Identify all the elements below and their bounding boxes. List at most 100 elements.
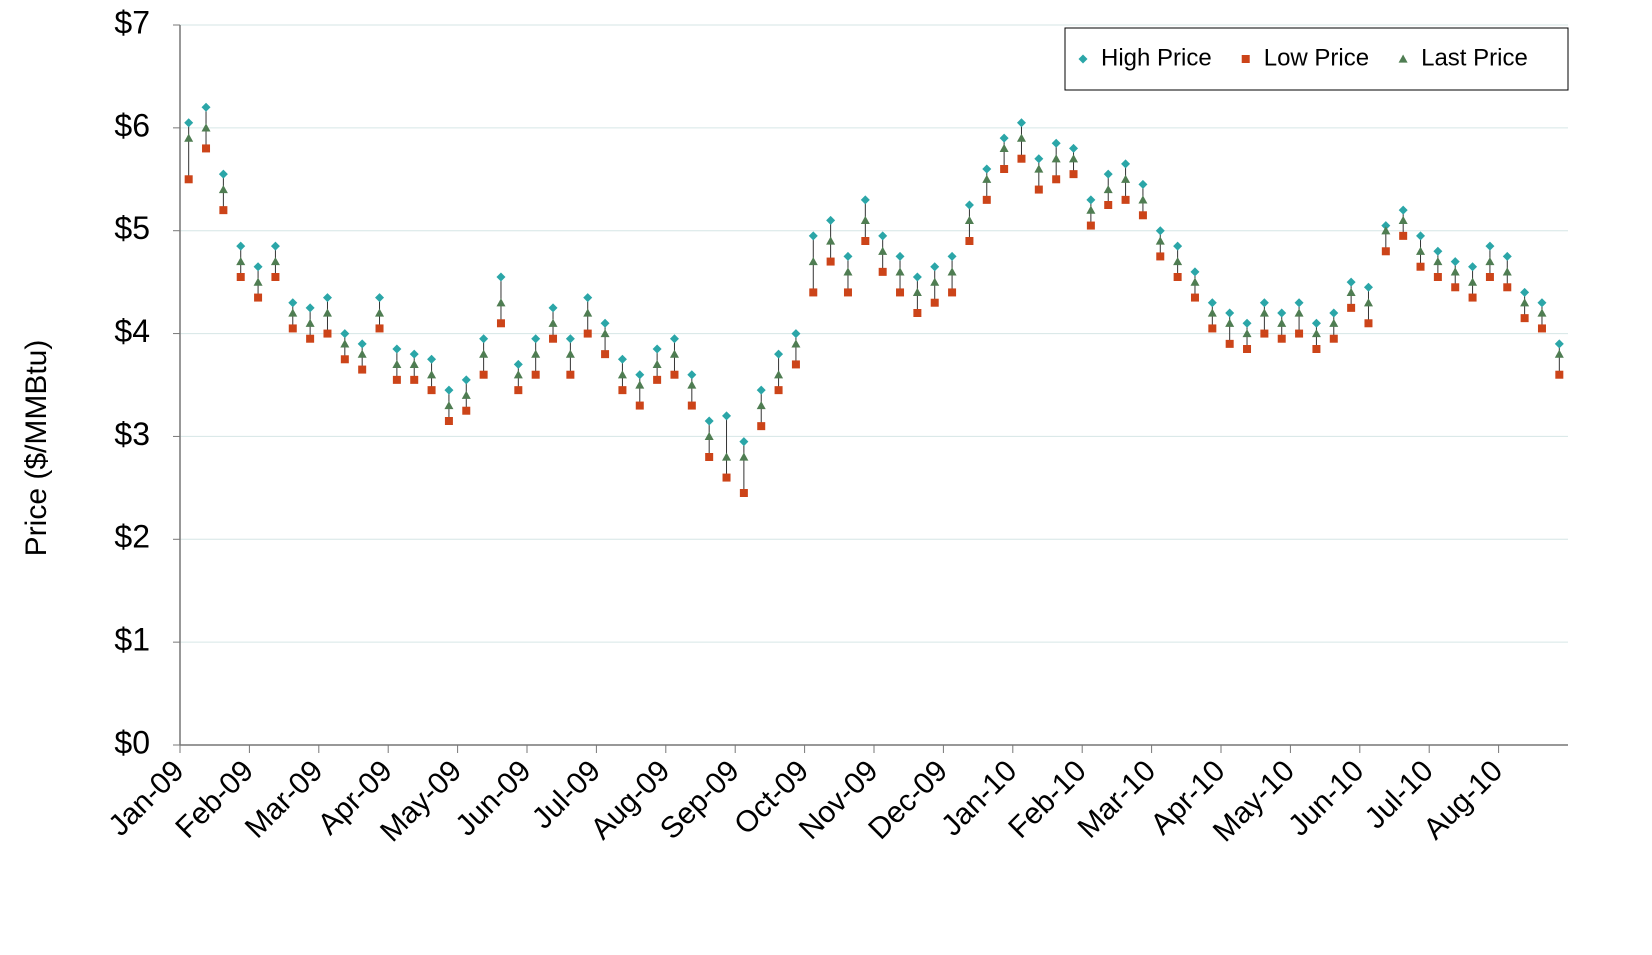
point <box>531 370 540 379</box>
point <box>843 251 853 261</box>
legend-marker <box>1078 54 1088 64</box>
point <box>253 262 263 272</box>
point <box>548 303 558 313</box>
x-tick-label: Sep-09 <box>654 754 746 846</box>
point <box>1346 287 1356 297</box>
point <box>1155 236 1165 245</box>
point <box>705 453 714 461</box>
point <box>930 298 939 307</box>
point <box>1468 277 1478 286</box>
point <box>757 422 766 431</box>
point <box>322 293 332 303</box>
y-tick-label: $7 <box>114 4 150 40</box>
point <box>878 246 888 255</box>
point <box>513 370 523 379</box>
point <box>635 380 645 389</box>
point <box>288 298 298 308</box>
point <box>739 437 749 447</box>
y-tick-label: $5 <box>114 210 150 246</box>
point <box>617 354 627 364</box>
point <box>601 350 610 359</box>
point <box>271 273 280 281</box>
point <box>1277 308 1287 318</box>
point <box>1190 267 1200 277</box>
point <box>1277 318 1287 327</box>
point <box>1346 277 1356 287</box>
point <box>1277 334 1286 343</box>
legend-label: Low Price <box>1264 44 1369 71</box>
point <box>583 293 593 303</box>
point <box>1555 370 1564 379</box>
point <box>1034 154 1044 164</box>
point <box>895 251 905 261</box>
point <box>618 386 627 395</box>
point <box>1537 324 1546 333</box>
y-tick-label: $0 <box>114 724 150 760</box>
point <box>531 349 541 358</box>
point <box>201 123 211 132</box>
point <box>635 370 645 380</box>
point <box>652 359 662 369</box>
point <box>653 375 662 384</box>
point <box>270 257 280 266</box>
point <box>1190 277 1200 286</box>
point <box>1103 169 1113 179</box>
point <box>1259 298 1269 308</box>
point <box>1225 339 1234 348</box>
point <box>201 102 211 112</box>
point <box>461 375 471 385</box>
x-tick-label: Feb-10 <box>1002 754 1093 845</box>
point <box>1520 287 1530 297</box>
point <box>687 370 697 380</box>
point <box>1103 185 1113 194</box>
point <box>617 370 627 379</box>
legend-box <box>1064 27 1569 91</box>
point <box>305 318 315 327</box>
point <box>1364 319 1373 328</box>
point <box>444 417 453 425</box>
point <box>843 267 853 276</box>
point <box>184 175 193 184</box>
legend-marker <box>1241 55 1250 63</box>
point <box>704 431 714 441</box>
point <box>566 370 575 379</box>
point <box>1069 154 1079 163</box>
point <box>496 298 506 307</box>
point <box>1155 226 1165 236</box>
point <box>756 401 766 410</box>
point <box>1468 262 1478 272</box>
point <box>340 355 349 364</box>
point <box>1173 241 1183 251</box>
point <box>462 406 471 415</box>
point <box>288 324 297 333</box>
point <box>461 390 471 399</box>
point <box>1381 247 1390 256</box>
point <box>965 237 974 245</box>
point <box>774 349 784 359</box>
point <box>669 334 679 344</box>
point <box>948 288 957 297</box>
point <box>514 386 523 395</box>
point <box>1312 345 1321 353</box>
point <box>1416 262 1425 271</box>
point <box>1311 318 1321 328</box>
point <box>409 349 419 359</box>
point <box>358 365 367 374</box>
y-tick-label: $3 <box>114 416 150 452</box>
point <box>202 144 211 153</box>
point <box>1502 267 1512 276</box>
y-tick-label: $4 <box>114 313 150 349</box>
x-tick-label: Jun-10 <box>1282 754 1370 842</box>
point <box>1121 195 1130 204</box>
point <box>427 386 436 395</box>
point <box>896 288 905 297</box>
point <box>375 308 385 317</box>
point <box>947 267 957 276</box>
point <box>982 164 992 174</box>
point <box>1398 205 1408 215</box>
point <box>218 169 228 179</box>
point <box>930 277 940 286</box>
point <box>687 401 696 410</box>
